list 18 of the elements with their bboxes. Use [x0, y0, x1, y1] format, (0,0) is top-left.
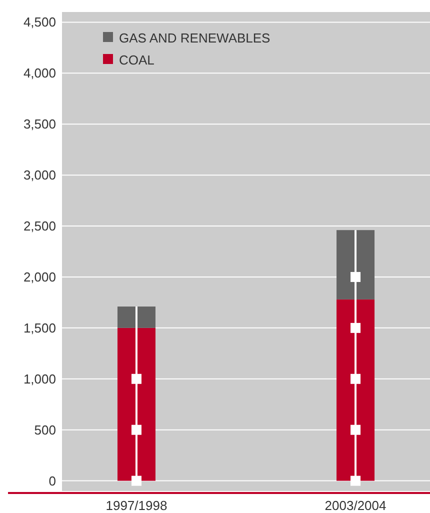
y-tick-label: 0: [48, 473, 56, 488]
y-tick-label: 4,500: [23, 14, 56, 30]
bar: [336, 299, 375, 481]
y-tick-label: 4,000: [23, 66, 56, 81]
bar: [117, 328, 156, 481]
legend-label: COAL: [119, 52, 154, 68]
y-tick-label: 500: [34, 422, 56, 438]
y-tick-label: 3,500: [23, 116, 56, 132]
y-tick-label: 1,000: [23, 371, 56, 386]
x-tick-label: 1997/1998: [106, 498, 168, 513]
y-tick-label: 2,000: [23, 270, 56, 285]
legend-label: GAS AND RENEWABLES: [119, 30, 271, 46]
bar: [117, 306, 156, 328]
y-tick-label: 2,500: [23, 218, 56, 234]
x-tick-label: 2003/2004: [324, 498, 386, 513]
y-tick-label: 3,000: [23, 168, 56, 183]
bar: [336, 230, 375, 300]
y-tick-label: 1,500: [23, 320, 56, 336]
